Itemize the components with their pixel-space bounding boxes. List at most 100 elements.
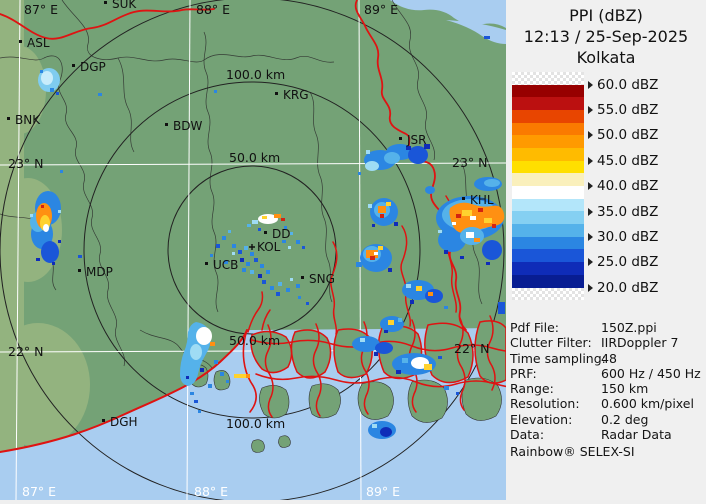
dbz-colorbar [512,72,584,300]
echo-cell [402,280,448,309]
echo-cell [425,177,505,314]
colorbar-segments [512,84,584,288]
product-title: PPI (dBZ) [569,6,643,25]
city-label: DGH [110,415,138,429]
coordinate-label: 89° E [364,2,398,17]
metadata-row: Resolution: 0.600 km/pixel [510,396,694,412]
coordinate-label: 22° N [8,344,43,359]
city-marker-dot [205,262,208,265]
colorbar-label: 30.0 dBZ [588,229,658,245]
colorbar-top-cap [512,72,584,85]
coordinate-label: 23° N [8,156,43,171]
city-label: KOL [257,240,281,254]
colorbar-label: 35.0 dBZ [588,204,658,220]
tick-arrow-icon [588,156,593,165]
city-label: KHL [470,193,494,207]
software-brand: Rainbow® SELEX-SI [510,444,635,459]
coordinate-label: 87° E [22,484,56,499]
coordinate-label: 87° E [24,2,58,17]
city-marker-dot [264,231,267,234]
city-marker-dot [399,137,402,140]
colorbar-label: 25.0 dBZ [588,254,658,270]
city-label: BDW [173,119,202,133]
coordinate-label: 23° N [452,155,487,170]
echo-cell [210,214,309,305]
metadata-row: Clutter Filter: IIRDoppler 7 [510,335,679,351]
tick-arrow-icon [588,258,593,267]
city-marker-dot [7,117,10,120]
city-label: DD [272,227,290,241]
metadata-list: Pdf File: 150Z.ppi Clutter Filter: IIRDoppl… [510,320,704,442]
tick-arrow-icon [588,283,593,292]
range-ring-label: 100.0 km [226,416,285,431]
colorbar-label: 20.0 dBZ [588,280,658,296]
radar-map-canvas: 100.0 km 50.0 km 50.0 km 100.0 km 87° E 88° … [0,0,531,503]
radar-map: 100.0 km 50.0 km 50.0 km 100.0 km 87° E 88° … [0,0,531,503]
coordinate-label: 88° E [194,484,228,499]
tick-arrow-icon [588,80,593,89]
coordinate-label: 88° E [196,2,230,17]
metadata-row: PRF: 600 Hz / 450 Hz [510,365,701,381]
metadata-row: Elevation: 0.2 deg [510,411,649,427]
city-marker-dot [78,269,81,272]
colorbar-label: 40.0 dBZ [588,178,658,194]
scan-datetime: 12:13 / 25-Sep-2025 [523,27,689,46]
city-label: SUK [112,0,137,11]
echo-cell [368,198,398,227]
radar-site-cross-icon [249,244,255,250]
city-marker-dot [104,1,107,4]
info-panel: PPI (dBZ) 12:13 / 25-Sep-2025 Kolkata 60… [506,0,706,500]
city-label: MDP [86,265,113,279]
city-label: BNK [15,113,41,127]
radar-echoes [30,36,505,439]
city-marker-dot [72,64,75,67]
range-ring-label: 50.0 km [229,333,280,348]
city-marker-dot [165,123,168,126]
echo-cell [392,353,459,395]
tick-arrow-icon [588,131,593,140]
coord-labels: 87° E 88° E 89° E 87° E 88° E 89° E 23° N 22° N… [8,2,489,499]
echo-cell [356,244,392,272]
city-marker-dot [19,40,22,43]
panel-header: PPI (dBZ) 12:13 / 25-Sep-2025 Kolkata [506,0,706,68]
city-label: JSR [406,133,427,147]
colorbar-bottom-cap [512,287,584,300]
borders-and-rivers [0,0,531,453]
ne-water [390,0,506,44]
metadata-row: Data: Radar Data [510,427,672,443]
ring-labels: 100.0 km 50.0 km 50.0 km 100.0 km [226,67,285,431]
echo-cell [38,68,60,95]
colorbar-label: 50.0 dBZ [588,127,658,143]
metadata-row: Time sampling:48 [510,350,617,366]
sea [0,328,506,500]
city-label: ASL [27,36,50,50]
echo-cell [380,316,404,333]
coordinate-label: 22° N [454,341,489,356]
tick-arrow-icon [588,182,593,191]
city-label: DGP [80,60,106,74]
tick-arrow-icon [588,232,593,241]
colorbar-label: 55.0 dBZ [588,102,658,118]
city-label: SNG [309,272,335,286]
metadata-row: Range: 150 km [510,381,649,397]
colorbar-label: 45.0 dBZ [588,153,658,169]
range-ring-label: 100.0 km [226,67,285,82]
city-label: UCB [213,258,238,272]
city-marker-dot [301,276,304,279]
tick-arrow-icon [588,207,593,216]
coordinate-label: 89° E [366,484,400,499]
city-marker-dot [275,92,278,95]
echo-cell [180,322,250,413]
echo-cell [358,144,430,175]
echo-cell [352,336,393,356]
tick-arrow-icon [588,105,593,114]
colorbar-label: 60.0 dBZ [588,77,658,93]
station-name: Kolkata [576,48,636,67]
city-marker-dot [462,197,465,200]
city-marker-dot [102,419,105,422]
metadata-row: Pdf File: 150Z.ppi [510,320,657,335]
range-ring-label: 50.0 km [229,150,280,165]
echo-cell [368,421,396,439]
